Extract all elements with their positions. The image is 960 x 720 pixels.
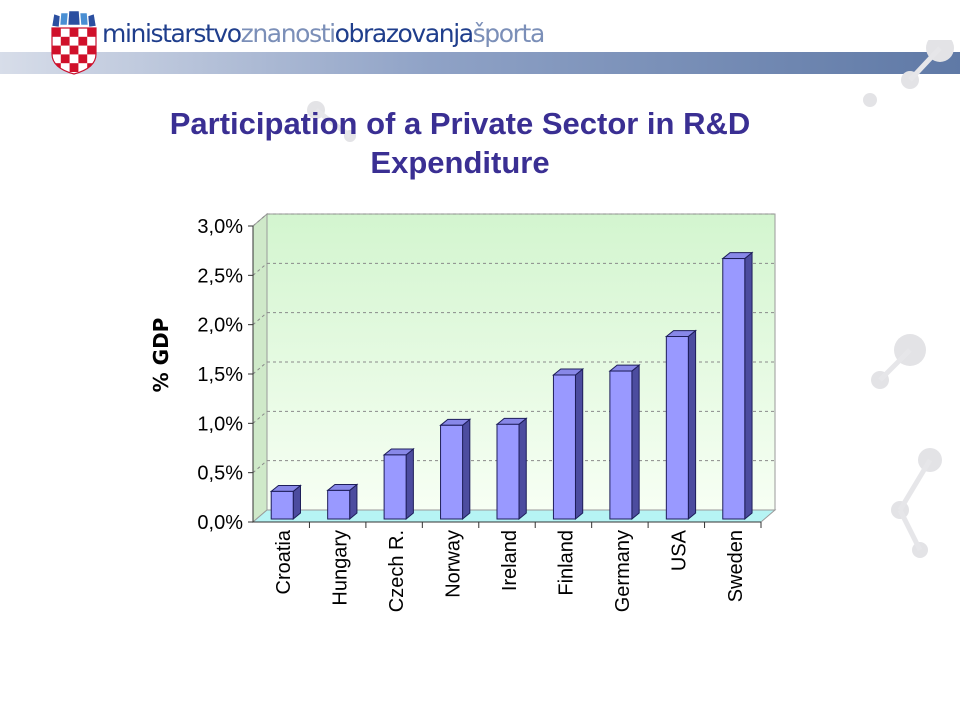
y-tick-label: 0,0% bbox=[197, 512, 243, 534]
bar-side bbox=[518, 417, 527, 521]
page-title-line-2: Expenditure bbox=[370, 145, 550, 180]
molecule-decoration bbox=[307, 40, 954, 558]
y-tick-labels: 0,0% 0,5% 1,0% 1,5% 2,0% 2,5% 3,0% bbox=[197, 216, 253, 534]
x-tick-label: Ireland bbox=[499, 530, 521, 591]
ministry-logo-text: ministarstvoznanostiobrazovanjašporta bbox=[102, 14, 546, 54]
bar-side bbox=[574, 367, 584, 521]
y-axis-label: % GDP bbox=[149, 318, 173, 393]
plot-area: 0,0% 0,5% 1,0% 1,5% 2,0% 2,5% 3,0% Croatia Hung… bbox=[149, 212, 777, 612]
bar-finland bbox=[552, 367, 585, 521]
x-tick-label: Norway bbox=[443, 530, 465, 598]
y-tick-label: 2,5% bbox=[197, 265, 243, 287]
bar-czech-r- bbox=[382, 447, 415, 521]
y-tick-label: 1,5% bbox=[197, 364, 243, 386]
logo-part-ministarstvo: ministarstvo bbox=[102, 19, 242, 48]
y-tick-label: 3,0% bbox=[197, 216, 243, 238]
bar-croatia bbox=[269, 484, 302, 521]
bar-side bbox=[631, 364, 640, 521]
y-tick-label: 2,0% bbox=[197, 315, 243, 337]
page-title: Participation of a Private Sector in R&D… bbox=[0, 104, 920, 182]
bar-front bbox=[440, 424, 464, 520]
bar-front bbox=[496, 423, 520, 520]
bar-usa bbox=[664, 329, 698, 521]
bar-front bbox=[270, 490, 294, 520]
bar-side bbox=[405, 447, 414, 521]
bar-front bbox=[383, 454, 407, 520]
y-tick-label: 1,0% bbox=[197, 413, 243, 435]
bar-front bbox=[552, 374, 576, 520]
x-tick-label: Hungary bbox=[330, 530, 352, 606]
y-tick-label: 0,5% bbox=[197, 463, 243, 485]
bar-side bbox=[462, 418, 471, 521]
bar-front bbox=[609, 370, 633, 520]
croatian-coat-of-arms-logo bbox=[51, 10, 97, 75]
x-tick-label: Sweden bbox=[725, 530, 747, 602]
bar-front bbox=[665, 336, 689, 520]
header-band bbox=[0, 52, 960, 74]
x-tick-label: Czech R. bbox=[386, 530, 408, 612]
x-tick-label: Finland bbox=[555, 530, 577, 596]
bar-norway bbox=[439, 418, 472, 521]
x-tick-label: USA bbox=[668, 529, 690, 571]
side-wall bbox=[252, 212, 268, 524]
bar-front bbox=[327, 489, 351, 520]
bar-side bbox=[687, 329, 697, 521]
bar-hungary bbox=[326, 483, 359, 521]
bar-germany bbox=[608, 364, 641, 521]
crown bbox=[51, 10, 97, 28]
logo-part-obrazovanja: obrazovanja bbox=[334, 19, 474, 48]
logo-part-znanosti: znanosti bbox=[240, 19, 336, 48]
bars bbox=[269, 251, 754, 521]
x-tick-label: Germany bbox=[612, 530, 634, 612]
bar-ireland bbox=[495, 417, 528, 521]
x-tick-label: Croatia bbox=[273, 529, 295, 594]
logo-part-sporta: športa bbox=[472, 19, 546, 48]
x-tick-labels: Croatia Hungary Czech R. Norway Ireland Finla… bbox=[273, 522, 762, 612]
bar-side bbox=[744, 251, 753, 521]
bar-sweden bbox=[721, 251, 754, 521]
page-title-line-1: Participation of a Private Sector in R&D bbox=[169, 106, 751, 141]
bar-front bbox=[722, 258, 746, 520]
